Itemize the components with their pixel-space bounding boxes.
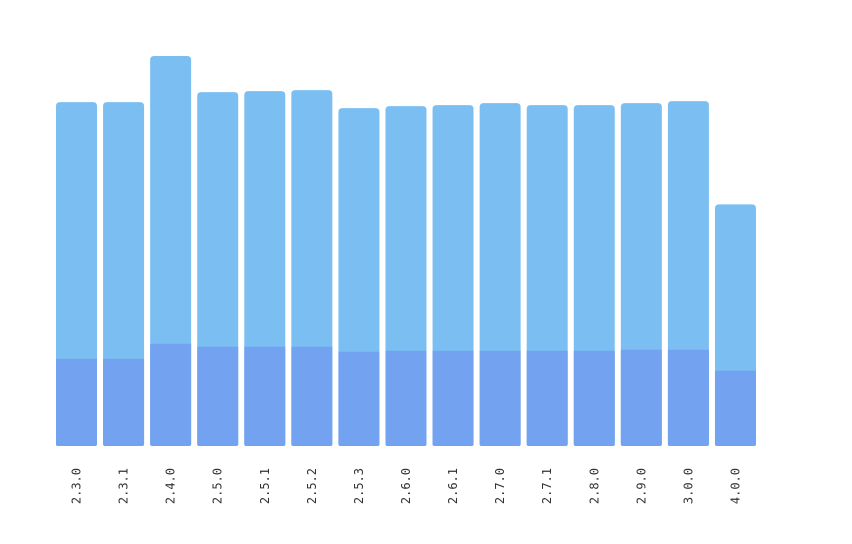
x-tick-label: 4.0.0 (728, 468, 742, 504)
bar-segment-lower-2.3.0 (56, 358, 97, 446)
x-tick-label: 2.5.0 (211, 468, 225, 504)
bar-segment-lower-2.3.1 (103, 358, 145, 446)
x-tick-label: 2.7.0 (493, 468, 507, 504)
x-tick-label: 2.5.1 (258, 468, 272, 504)
x-tick-label: 2.9.0 (634, 468, 648, 504)
x-tick-label: 2.6.1 (446, 468, 460, 504)
bar-segment-lower-2.5.2 (291, 346, 333, 446)
bar-segment-lower-2.9.0 (620, 349, 662, 446)
x-tick-label: 3.0.0 (681, 468, 695, 504)
bar-segment-lower-2.5.0 (197, 346, 239, 446)
x-tick-label: 2.4.0 (164, 468, 178, 504)
bar-segment-lower-3.0.0 (667, 349, 709, 446)
bar-segment-lower-2.6.0 (385, 350, 427, 446)
bars-layer (56, 56, 756, 447)
bar-segment-lower-2.5.3 (338, 351, 380, 446)
x-tick-label: 2.6.0 (399, 468, 413, 504)
x-tick-label: 2.5.3 (352, 468, 366, 504)
x-tick-label: 2.7.1 (540, 468, 554, 504)
bar-segment-lower-2.7.0 (479, 350, 521, 446)
bar-segment-lower-2.8.0 (573, 350, 615, 446)
x-tick-label: 2.8.0 (587, 468, 601, 504)
bar-segment-lower-2.5.1 (244, 346, 286, 446)
bar-segment-lower-4.0.0 (714, 370, 756, 446)
x-tick-label: 2.5.2 (305, 468, 319, 504)
x-tick-label: 2.3.0 (70, 468, 84, 504)
bar-segment-lower-2.4.0 (150, 343, 192, 446)
bar-segment-lower-2.6.1 (432, 350, 474, 446)
bar-segment-lower-2.7.1 (526, 350, 568, 446)
x-tick-labels: 2.3.0 2.3.1 2.4.0 2.5.0 2.5.1 2.5.2 2.5.3 2.6.0… (70, 468, 743, 504)
x-tick-label: 2.3.1 (117, 468, 131, 504)
